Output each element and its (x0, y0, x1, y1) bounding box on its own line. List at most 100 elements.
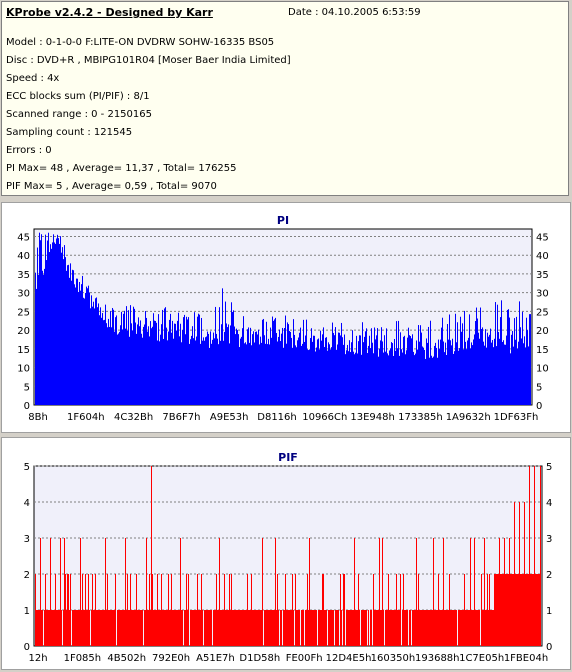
pif-bar (374, 610, 375, 646)
pif-bar (64, 538, 65, 646)
pif-bar (521, 574, 522, 646)
pi-bar (125, 328, 126, 405)
pif-bar (529, 466, 530, 646)
pi-bar (205, 337, 206, 405)
pif-bar (213, 610, 214, 646)
pi-bar (44, 268, 45, 405)
pif-bar (75, 610, 76, 646)
pif-bar (382, 538, 383, 646)
pi-bar (348, 351, 349, 405)
pi-ytick-right: 30 (536, 289, 549, 300)
pi-ytick-left: 10 (17, 364, 30, 375)
pi-bar (311, 328, 312, 405)
pi-bar (487, 332, 488, 405)
pif-xtick-label: 1FBE04h (504, 653, 548, 664)
pif-ytick-right: 2 (546, 570, 552, 581)
pif-bar (483, 610, 484, 646)
pi-bar (236, 328, 237, 405)
pif-bar (158, 610, 159, 646)
pif-xtick-label: 160350h (371, 653, 416, 664)
pi-bar (275, 317, 276, 405)
pi-bar (111, 327, 112, 405)
pi-bar (98, 303, 99, 405)
pi-bar (68, 264, 69, 405)
pif-bar (274, 610, 275, 646)
pi-bar (479, 338, 480, 405)
pif-bar (93, 610, 94, 646)
pi-bar (283, 347, 284, 405)
pi-bar (130, 305, 131, 405)
pi-bar (248, 327, 249, 405)
pi-bar (134, 308, 135, 405)
pif-bar (52, 610, 53, 646)
pi-bar (295, 345, 296, 405)
pi-bar (90, 308, 91, 405)
pi-bar (520, 327, 521, 405)
pi-bar (511, 334, 512, 405)
pi-bar (406, 350, 407, 405)
pif-bar (253, 610, 254, 646)
pi-bar (460, 316, 461, 405)
pi-bar (122, 329, 123, 405)
pif-bar (478, 610, 479, 646)
pif-bar (505, 574, 506, 646)
pif-bar (379, 538, 380, 646)
pif-bar (51, 610, 52, 646)
pif-bar (377, 610, 378, 646)
pif-bar (178, 610, 179, 646)
pif-bar (74, 610, 75, 646)
pif-bar (96, 610, 97, 646)
pi-bar (360, 335, 361, 405)
pif-bar (138, 610, 139, 646)
pi-bar (316, 347, 317, 405)
pi-title: PI (277, 214, 289, 227)
pif-bar (453, 610, 454, 646)
pi-bar (151, 328, 152, 405)
pif-bar (524, 502, 525, 646)
pi-bar (116, 315, 117, 405)
pif-bar (210, 610, 211, 646)
pi-bar (83, 297, 84, 405)
pif-bar (424, 610, 425, 646)
pi-bar (170, 313, 171, 405)
pi-bar (112, 307, 113, 405)
pi-bar (144, 324, 145, 405)
pi-bar (94, 308, 95, 405)
pi-bar (153, 313, 154, 405)
pi-bar (326, 337, 327, 405)
pi-bar (264, 335, 265, 405)
pif-bar (102, 610, 103, 646)
pi-bar (477, 318, 478, 405)
pi-bar (396, 321, 397, 405)
pi-bar (210, 331, 211, 405)
pi-bar (454, 351, 455, 405)
pi-bar (445, 342, 446, 405)
pif-bar (306, 610, 307, 646)
pi-bar (385, 351, 386, 405)
pi-bar (184, 314, 185, 405)
pi-bar (302, 343, 303, 405)
pi-bar (471, 342, 472, 405)
pi-bar (426, 338, 427, 405)
pi-bar (41, 234, 42, 405)
pif-bar (230, 610, 231, 646)
pif-bar (172, 610, 173, 646)
pi-bar (49, 252, 50, 405)
pif-bar (155, 610, 156, 646)
pif-bar (42, 610, 43, 646)
pi-bar (221, 324, 222, 405)
pif-bar (106, 610, 107, 646)
pif-bar (129, 610, 130, 646)
pif-bar (500, 574, 501, 646)
pi-bar (222, 288, 223, 405)
pi-bar (421, 332, 422, 405)
pif-bar (330, 610, 331, 646)
pif-bar (313, 610, 314, 646)
pi-bar (80, 290, 81, 405)
pif-chart: 0 0 1 1 2 2 3 3 4 4 5 5 PIF 12h 1F085h 4B502h 792E0h A51E… (24, 451, 553, 664)
pi-bar (240, 338, 241, 405)
pi-bar (77, 278, 78, 405)
pi-bar (186, 316, 187, 405)
pi-bar (238, 334, 239, 405)
pif-ytick-left: 3 (24, 534, 30, 545)
